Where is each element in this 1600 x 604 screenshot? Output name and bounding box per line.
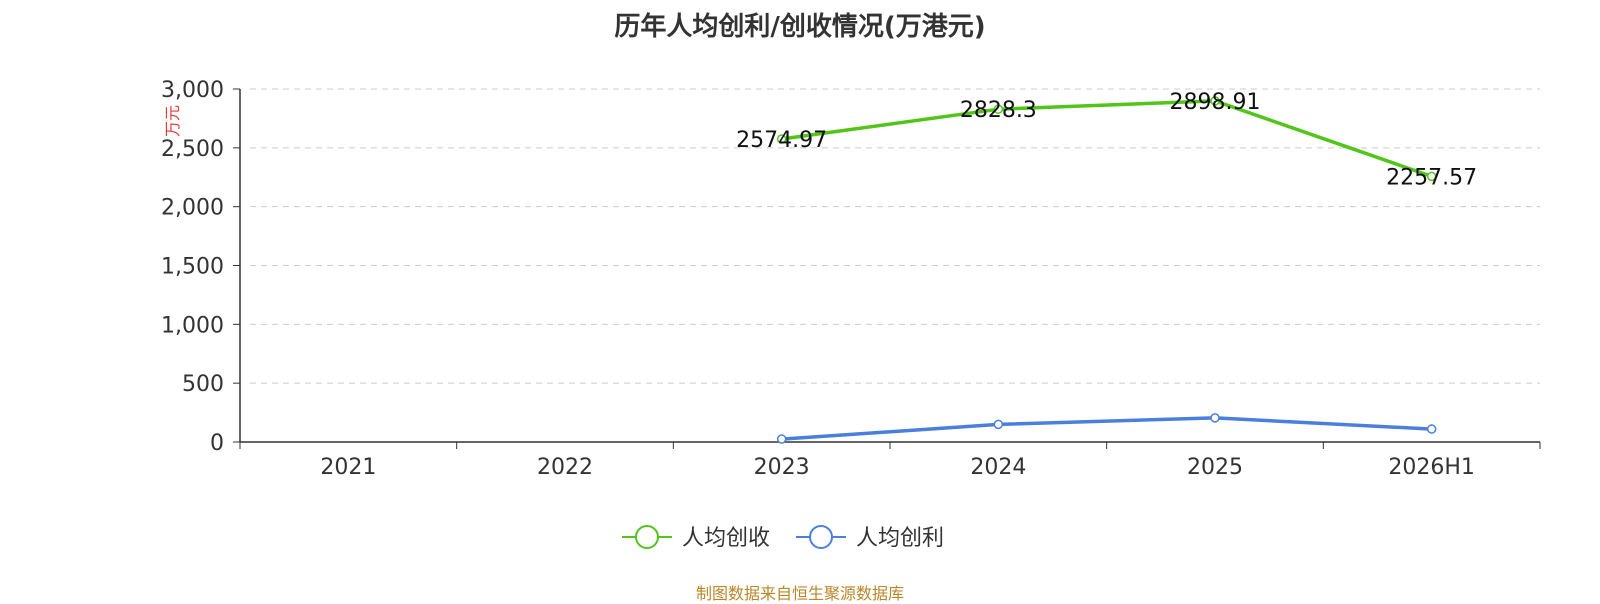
grid-lines [250, 88, 1540, 384]
x-tick-label: 2021 [320, 455, 376, 480]
series-line [781, 416, 1432, 441]
data-point[interactable] [1426, 424, 1437, 434]
y-tick-label: 2,000 [161, 196, 224, 221]
legend-label[interactable]: 人均创利 [856, 526, 944, 551]
data-label: 2898.91 [1170, 90, 1261, 115]
chart-title: 历年人均创利/创收情况(万港元) [614, 12, 986, 42]
data-point[interactable] [993, 419, 1004, 430]
data-point[interactable] [1426, 171, 1437, 182]
x-tick-label: 2025 [1187, 455, 1243, 480]
y-tick-label: 2,500 [161, 137, 224, 162]
legend-marker-icon[interactable] [809, 525, 833, 549]
data-point[interactable] [776, 134, 787, 144]
data-label: 2574.97 [736, 128, 827, 153]
y-tick-label: 3,000 [161, 78, 224, 103]
data-labels: 2574.97 2828.3 2898.91 2257.57 [736, 90, 1477, 190]
data-point[interactable] [993, 104, 1004, 114]
x-tick-label: 2022 [537, 455, 593, 480]
data-point[interactable] [1210, 96, 1220, 106]
y-tick-label: 500 [182, 372, 224, 397]
y-tick-label: 0 [210, 431, 224, 456]
data-point[interactable] [1210, 413, 1220, 423]
source-note: 制图数据来自恒生聚源数据库 [695, 584, 904, 603]
legend-label[interactable]: 人均创收 [682, 526, 770, 551]
data-point[interactable] [776, 434, 787, 444]
data-label: 2257.57 [1386, 165, 1477, 190]
data-label: 2828.3 [960, 98, 1037, 123]
series-lines [776, 96, 1437, 444]
x-tick-label: 2024 [970, 455, 1026, 480]
x-tick-label: 2023 [754, 455, 810, 480]
x-tick-label: 2026H1 [1388, 455, 1475, 480]
legend[interactable]: 人均创收 人均创利 [622, 525, 944, 551]
y-tick-label: 1,000 [161, 313, 224, 338]
series-line [781, 99, 1433, 179]
y-axis-unit-label: 万元 [163, 105, 182, 137]
y-tick-label: 1,500 [161, 255, 224, 280]
legend-marker-icon[interactable] [635, 525, 659, 549]
